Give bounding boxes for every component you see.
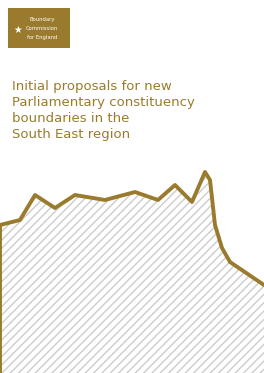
- FancyBboxPatch shape: [8, 8, 70, 48]
- Text: Boundary: Boundary: [29, 16, 55, 22]
- Text: boundaries in the: boundaries in the: [12, 112, 129, 125]
- Text: ★: ★: [14, 25, 22, 35]
- Polygon shape: [0, 172, 264, 373]
- Text: South East region: South East region: [12, 128, 130, 141]
- Text: Parliamentary constituency: Parliamentary constituency: [12, 96, 195, 109]
- Text: Initial proposals for new: Initial proposals for new: [12, 80, 172, 93]
- Text: for England: for England: [27, 34, 57, 40]
- Text: Commission: Commission: [26, 25, 58, 31]
